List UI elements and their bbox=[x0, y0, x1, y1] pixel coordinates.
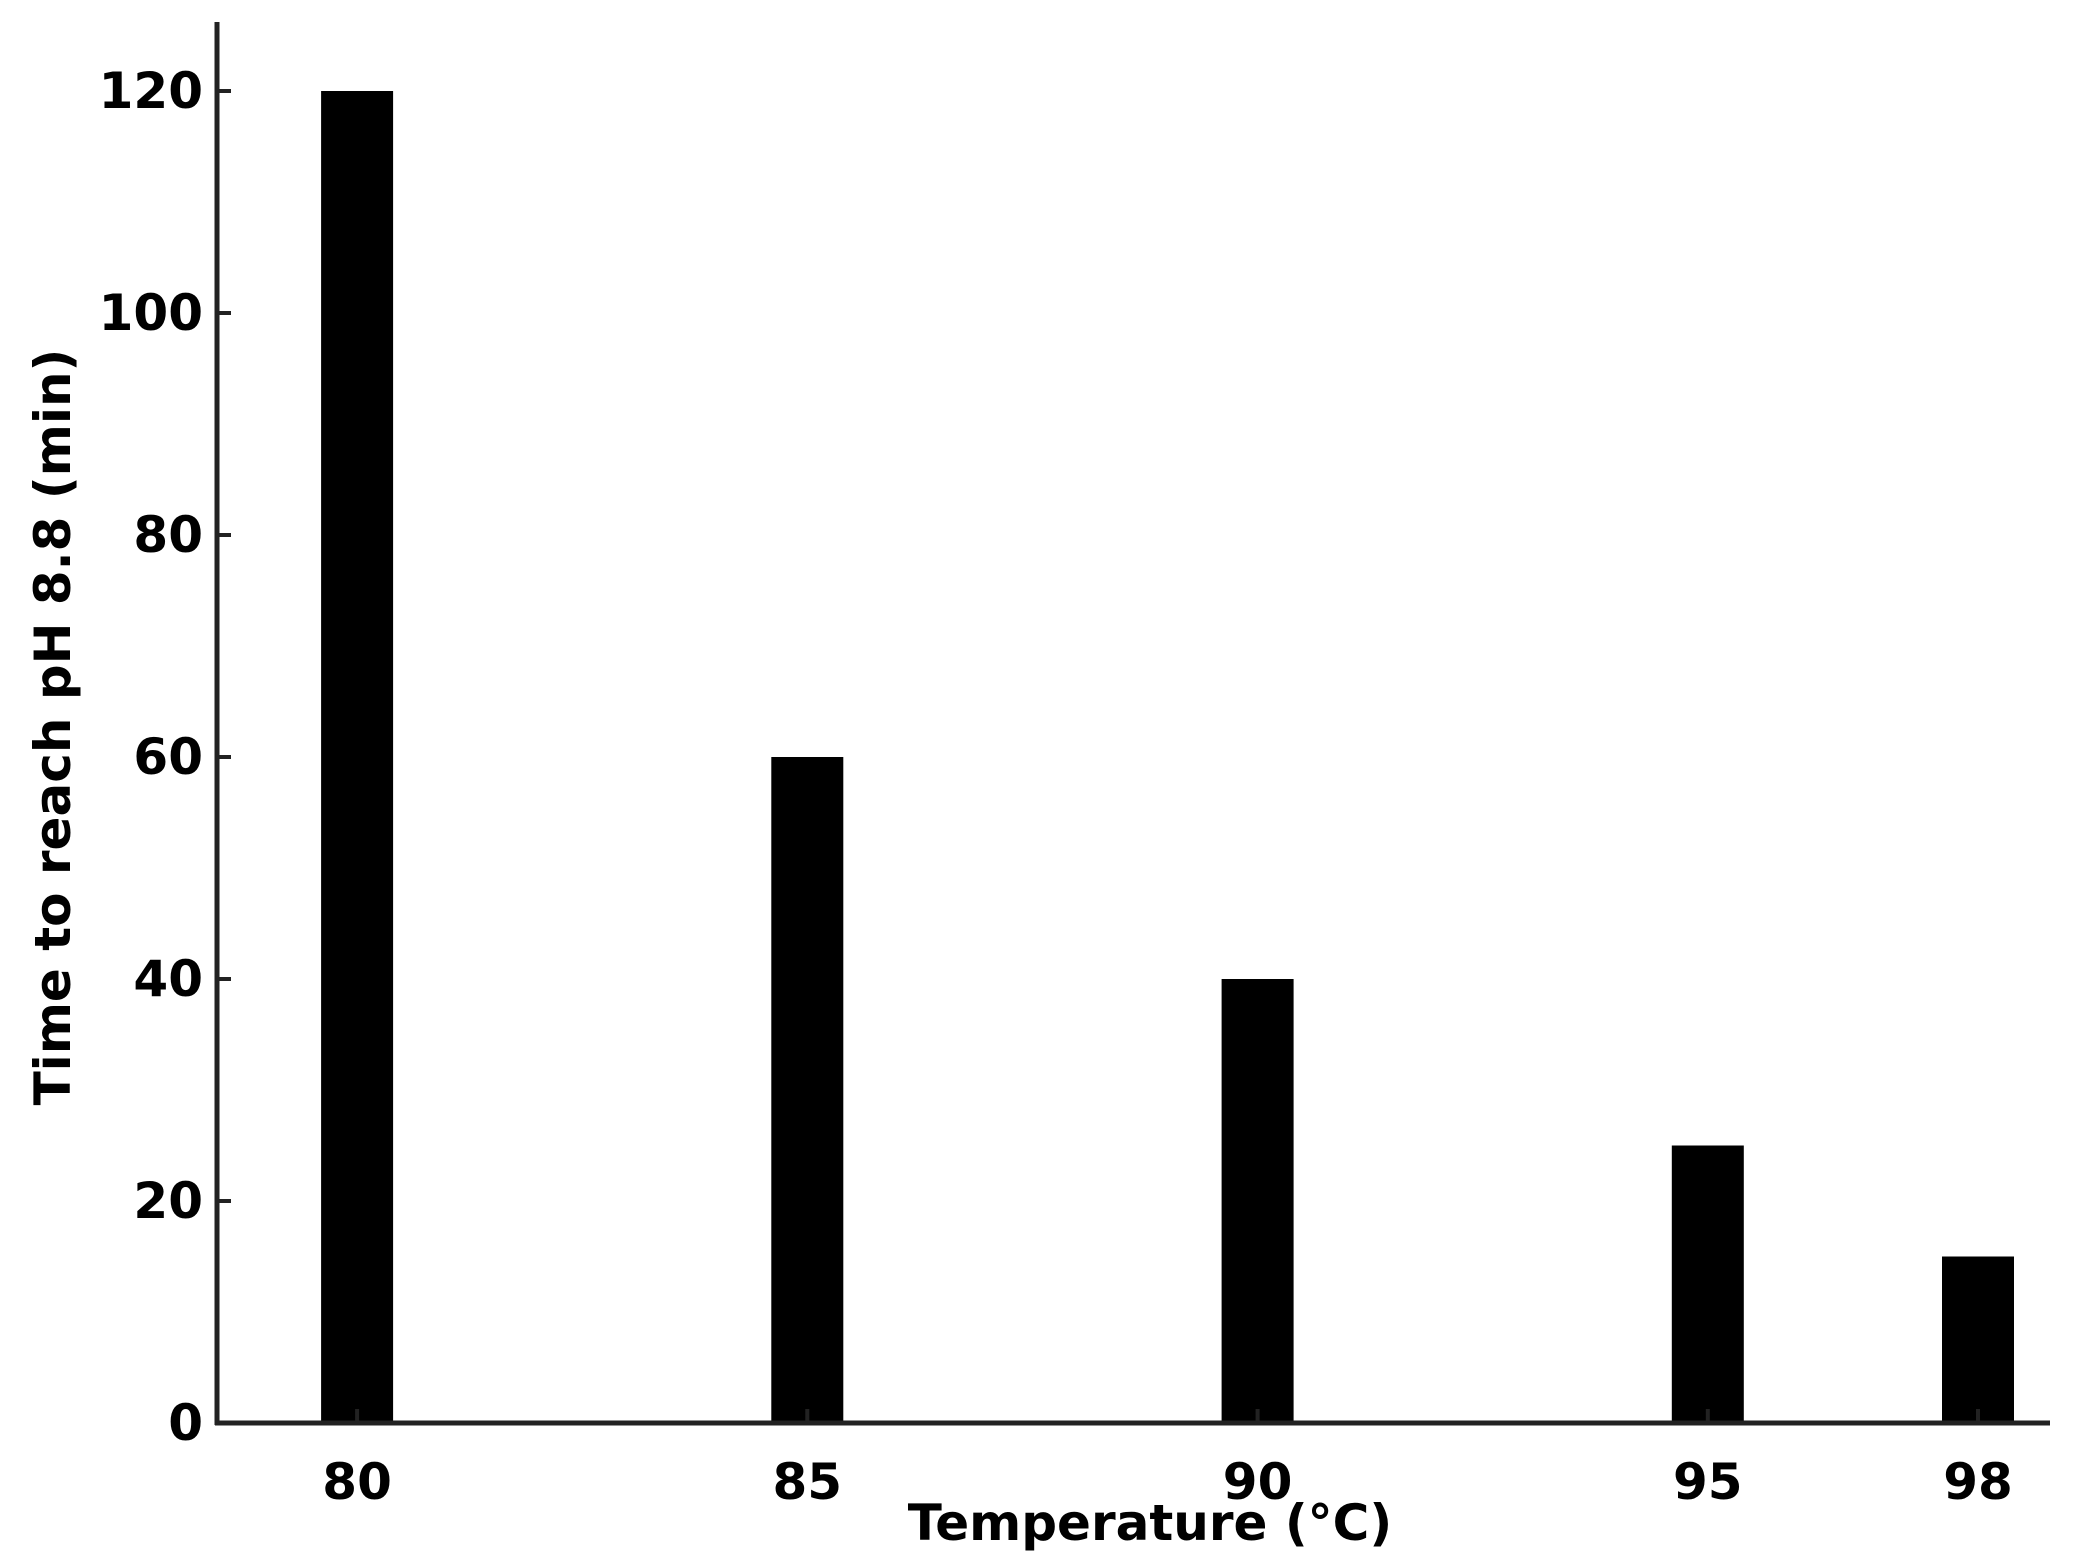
bar-85 bbox=[771, 757, 844, 1423]
bar-80 bbox=[321, 91, 394, 1423]
axes bbox=[214, 22, 2050, 1426]
y-tick-label-80: 80 bbox=[133, 506, 203, 564]
bar-98 bbox=[1942, 1256, 2014, 1423]
bar-95 bbox=[1671, 1145, 1744, 1423]
x-tick-label-98: 98 bbox=[1943, 1453, 2013, 1511]
y-tick-label-100: 100 bbox=[99, 284, 203, 342]
y-tick-label-40: 40 bbox=[133, 950, 203, 1008]
x-tick-label-90: 90 bbox=[1223, 1453, 1293, 1511]
y-tick-label-120: 120 bbox=[99, 62, 203, 120]
y-tick-label-20: 20 bbox=[133, 1172, 203, 1230]
bar-90 bbox=[1221, 979, 1294, 1423]
y-axis-label: Time to reach pH 8.8 (min) bbox=[24, 349, 82, 1106]
x-tick-label-95: 95 bbox=[1673, 1453, 1743, 1511]
x-tick-label-85: 85 bbox=[773, 1453, 843, 1511]
y-tick-label-60: 60 bbox=[133, 728, 203, 786]
plot-area bbox=[321, 91, 2014, 1423]
y-tick-label-0: 0 bbox=[168, 1394, 203, 1452]
y-axis-ticks: 0 20 40 60 80 100 120 bbox=[99, 62, 231, 1452]
x-axis-label: Temperature (°C) bbox=[908, 1494, 1392, 1552]
x-tick-label-80: 80 bbox=[322, 1453, 392, 1511]
x-axis-ticks: 80 85 90 95 98 bbox=[322, 1409, 2013, 1511]
